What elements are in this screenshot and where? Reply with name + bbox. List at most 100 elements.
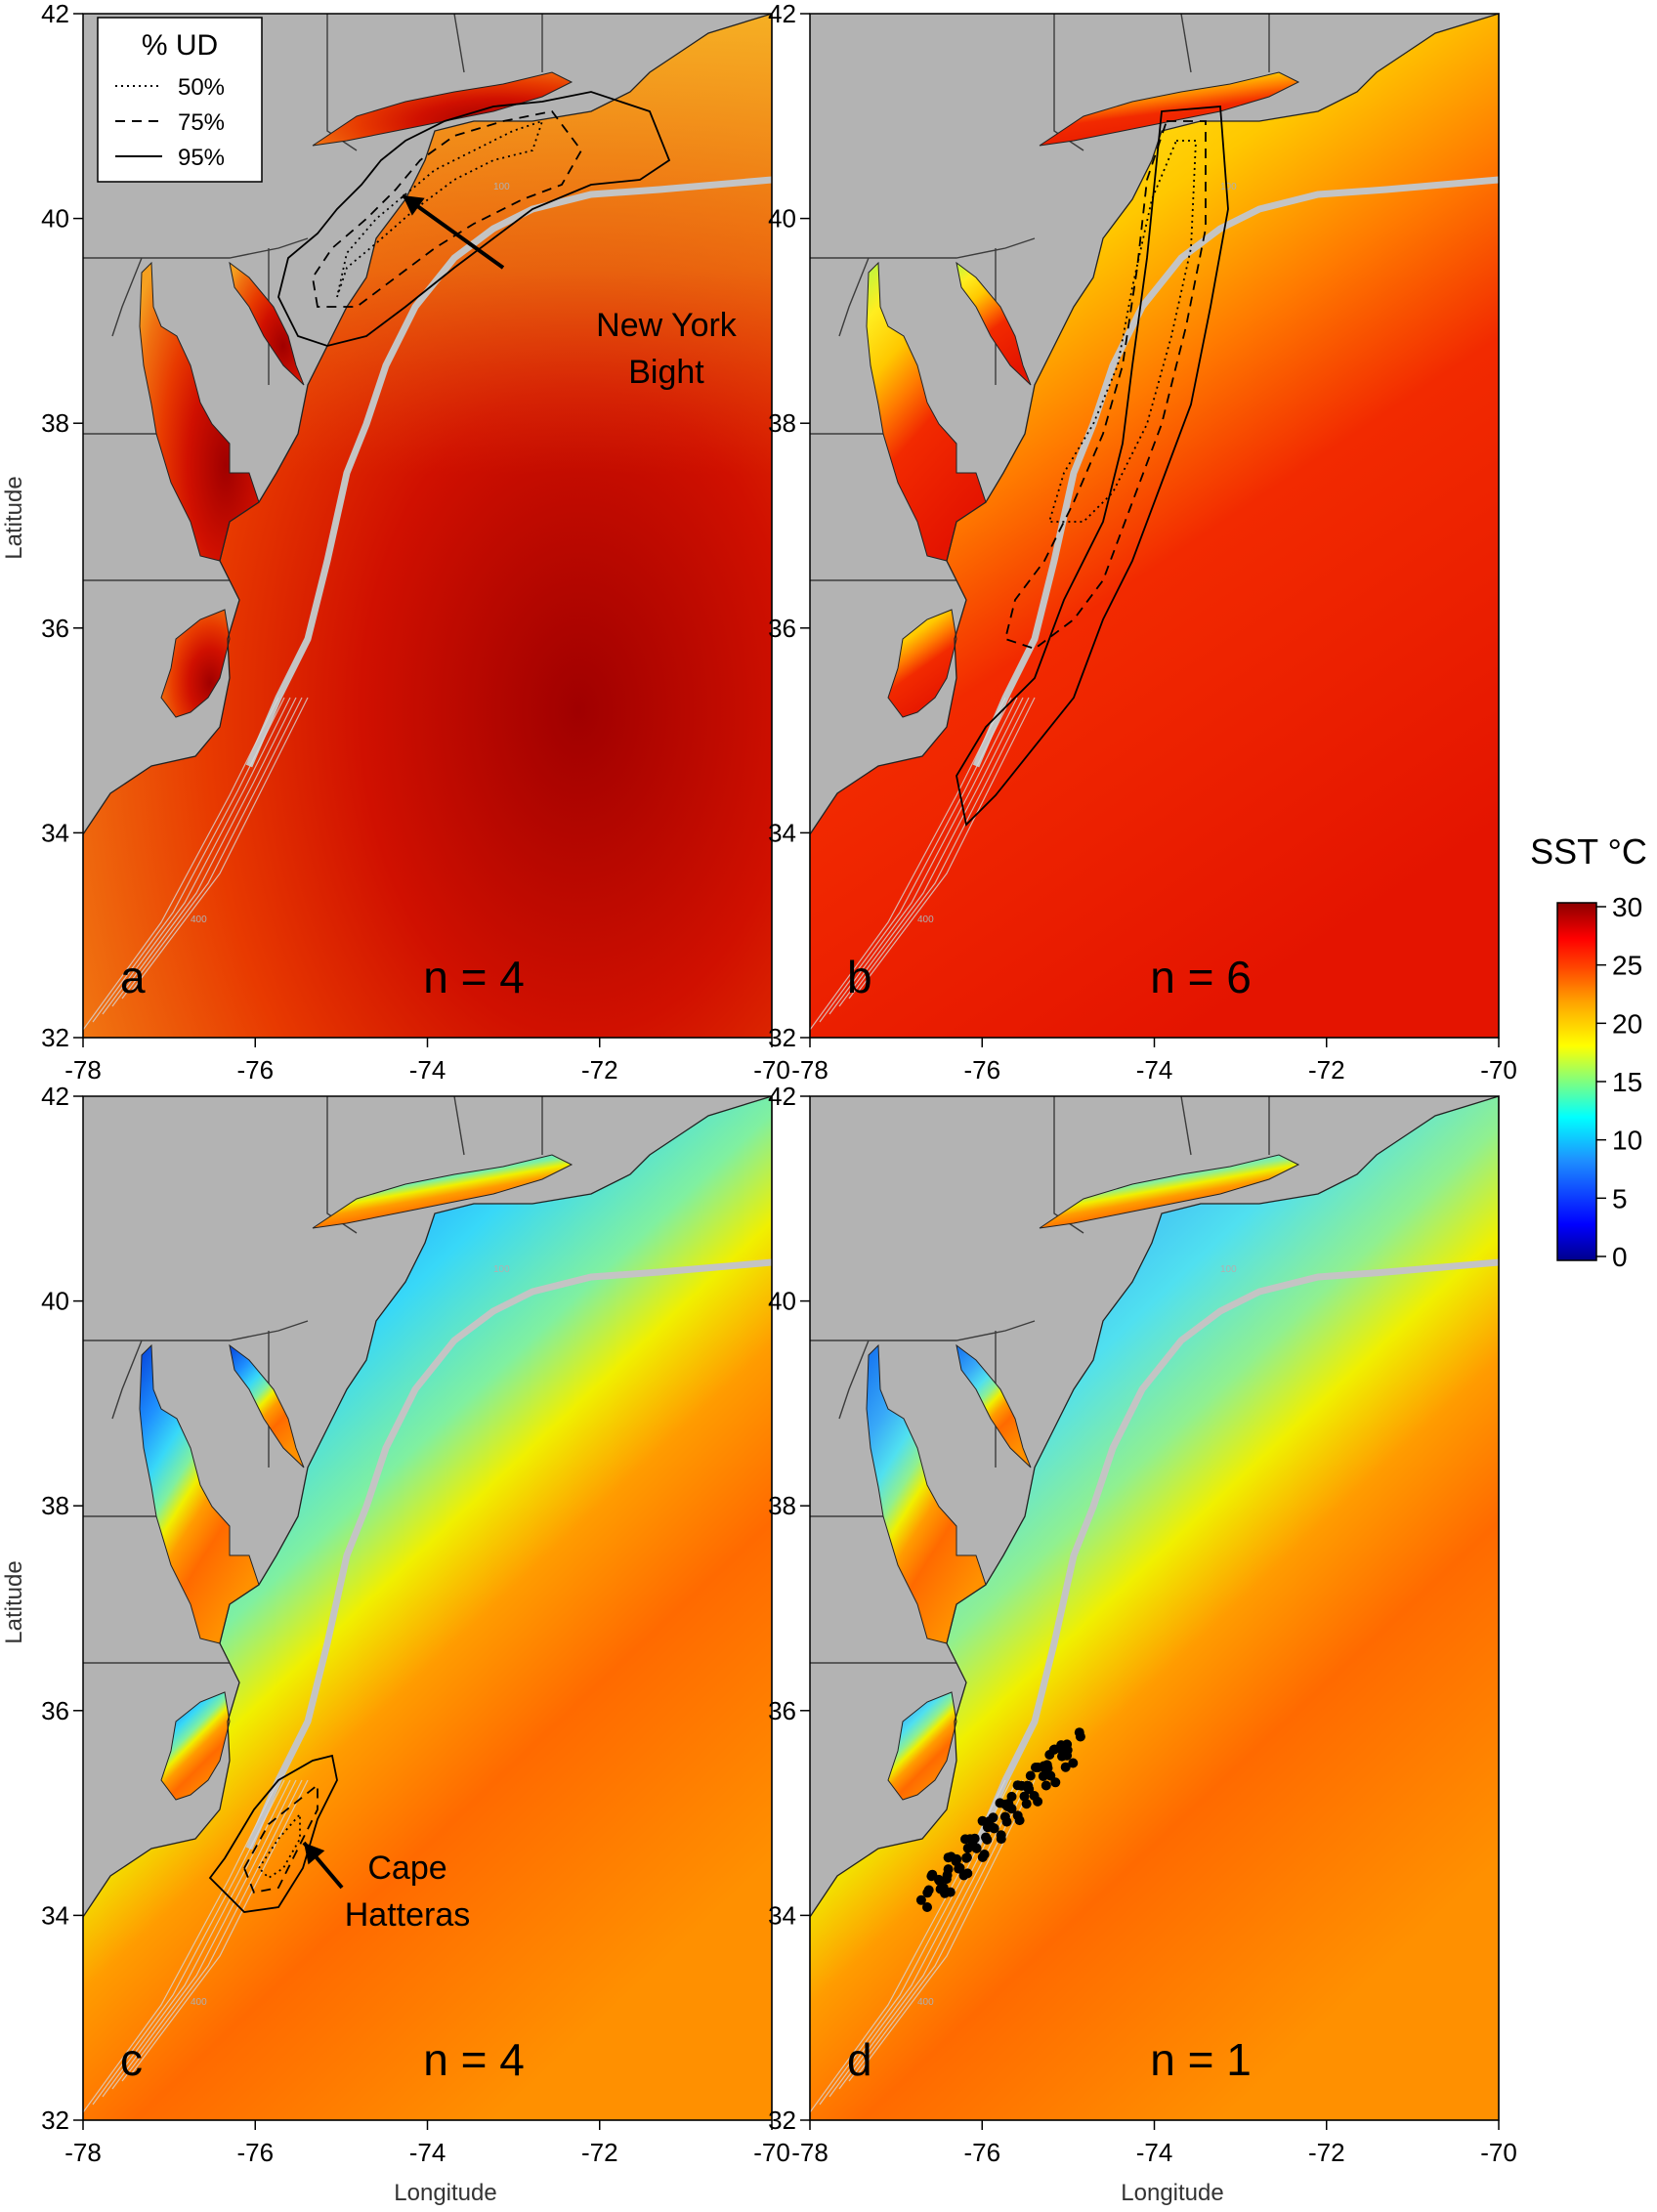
ud95-contour-a: [277, 91, 671, 347]
state-border: [1180, 13, 1192, 73]
telemetry-point: [995, 1798, 1005, 1808]
telemetry-point: [971, 1843, 982, 1853]
ud50-contour-c: [257, 1811, 301, 1880]
y-tick-label: 40: [41, 1287, 69, 1316]
delaware-bay-a: [229, 261, 305, 386]
x-tick-label: -70: [1480, 2138, 1517, 2167]
ud95-contour-b: [956, 106, 1229, 827]
y-tick-label: 32: [41, 2106, 69, 2135]
bathymetry-label-400: 400: [191, 1997, 207, 2008]
bathymetry-contour: [809, 1779, 1006, 2113]
long-island-sound-b: [1039, 71, 1300, 147]
telemetry-point: [962, 1843, 973, 1853]
ud95-contour-c: [208, 1754, 338, 1913]
shelf-break-a: [245, 176, 773, 768]
bathymetry-contour: [82, 1779, 279, 2113]
ud50-contour-b: [1047, 140, 1197, 523]
colorbar-tick-label: 15: [1612, 1067, 1642, 1097]
bathymetry-contour: [111, 697, 297, 1007]
x-tick-label: -70: [753, 1055, 790, 1085]
x-tick-label: -74: [409, 2138, 446, 2167]
colorbar-tick-label: 20: [1612, 1008, 1642, 1039]
telemetry-point: [955, 1862, 965, 1873]
bathymetry-c: [82, 1779, 309, 2113]
xlabel-left: Longitude: [394, 2180, 496, 2206]
coastline-c: [82, 1095, 773, 2121]
bathymetry-label-400: 400: [917, 1997, 934, 2008]
pamlico-sound-c: [160, 1691, 231, 1801]
legend-title: % UD: [142, 29, 218, 62]
y-tick-label: 40: [768, 1287, 796, 1316]
delaware-bay-b: [956, 261, 1032, 386]
bathymetry-contour: [92, 697, 285, 1023]
telemetry-points-d: [915, 1727, 1085, 1912]
legend-label-50: 50%: [178, 74, 225, 101]
y-tick-label: 34: [768, 1900, 796, 1930]
x-tick-label: -78: [64, 1055, 102, 1085]
x-tick-label: -72: [1308, 2138, 1345, 2167]
panel-a: 100 400 a n = 4 New York Bight: [82, 13, 773, 1039]
bathymetry-contour: [848, 697, 1030, 1000]
state-border: [326, 14, 358, 151]
x-tick-label: -72: [581, 1055, 618, 1085]
annotation-arrow-a: [401, 193, 505, 270]
bathymetry-contour: [92, 1779, 285, 2106]
ud75-contour-c: [243, 1783, 319, 1894]
ud75-contour-a: [312, 110, 583, 308]
telemetry-point: [1060, 1762, 1071, 1772]
pamlico-sound-d: [887, 1691, 957, 1801]
y-tick-label: 40: [41, 204, 69, 234]
y-tick-label: 42: [41, 1082, 69, 1111]
y-tick-label: 38: [41, 1491, 69, 1520]
bathymetry-contour: [121, 697, 303, 1000]
delaware-bay-c: [229, 1343, 305, 1468]
panel-letter-a: a: [120, 952, 146, 1002]
telemetry-point: [943, 1864, 954, 1875]
annotation-text-c: Cape: [367, 1850, 446, 1887]
bathymetry-label-400: 400: [191, 915, 207, 925]
y-tick-label: 42: [41, 0, 69, 28]
bathymetry-b: [809, 697, 1036, 1031]
y-tick-label: 38: [41, 408, 69, 438]
annotation-text-a: New York: [596, 307, 738, 344]
telemetry-point: [1021, 1799, 1032, 1809]
sst-ocean-b: [810, 14, 1499, 1038]
shelf-break-c: [245, 1258, 773, 1850]
coastline-b: [809, 13, 1500, 1039]
telemetry-point: [1029, 1791, 1040, 1801]
colorbar-tick-label: 10: [1612, 1126, 1642, 1156]
telemetry-point: [1068, 1758, 1079, 1768]
state-border: [111, 1340, 143, 1420]
y-tick-label: 36: [768, 614, 796, 643]
telemetry-point: [922, 1902, 932, 1912]
ylabel-bottom: Latitude: [1, 1560, 27, 1643]
x-tick-label: -74: [1136, 2138, 1173, 2167]
annotation-text-a: Bight: [628, 354, 704, 391]
pamlico-sound-b: [887, 609, 957, 718]
telemetry-point: [969, 1833, 980, 1844]
x-tick-label: -76: [236, 1055, 274, 1085]
telemetry-point: [988, 1812, 998, 1823]
panel-b: 100 400 b n = 6: [809, 13, 1500, 1039]
x-tick-label: -70: [753, 2138, 790, 2167]
telemetry-point: [938, 1883, 949, 1893]
x-tick-label: -72: [1308, 1055, 1345, 1085]
colorbar-tick-label: 30: [1612, 892, 1642, 922]
telemetry-point: [979, 1850, 990, 1859]
delaware-bay-d: [956, 1343, 1032, 1468]
telemetry-point: [1074, 1727, 1084, 1738]
bathymetry-contour: [131, 697, 309, 992]
long-island-sound-d: [1039, 1154, 1300, 1229]
state-border: [1180, 1095, 1192, 1156]
bathymetry-contour: [102, 1779, 291, 2098]
coastline-d: [809, 1095, 1500, 2121]
state-border: [453, 1095, 465, 1156]
bathymetry-contour: [102, 697, 291, 1015]
telemetry-point: [1045, 1770, 1056, 1781]
x-tick-label: -76: [236, 2138, 274, 2167]
bathymetry-contour: [111, 1779, 297, 2090]
legend-label-75: 75%: [178, 109, 225, 136]
legend-label-95: 95%: [178, 145, 225, 171]
